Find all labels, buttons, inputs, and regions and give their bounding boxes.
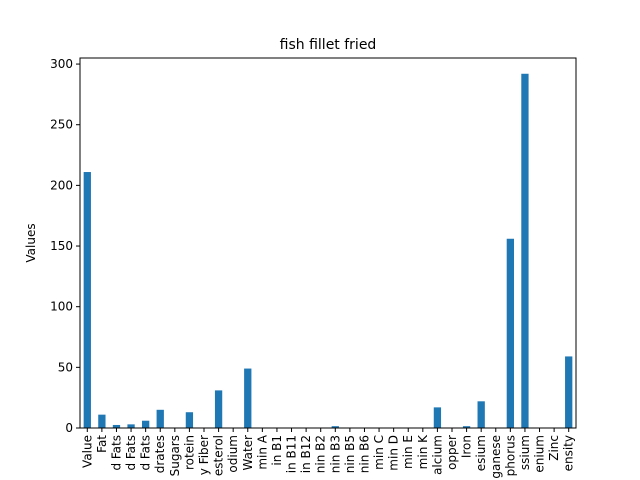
x-tick-label: esium [474,435,488,471]
x-tick-label: drates [153,435,167,473]
x-tick-label: d Fats [124,435,138,471]
bar [127,424,135,428]
bar [565,356,573,428]
bar [462,426,471,428]
y-tick-label: 150 [50,239,73,253]
x-tick-label: nin B2 [314,435,328,473]
plot-frame [79,57,577,429]
x-tick-label: nin B3 [328,435,342,473]
x-tick-label: Value [80,435,94,468]
bar [83,172,91,428]
y-tick-label: 50 [58,360,73,374]
bar [331,426,339,428]
x-tick-label: d Fats [109,435,123,471]
y-tick-label: 300 [50,57,73,71]
y-tick-label: 250 [50,118,73,132]
y-tick-label: 200 [50,178,73,192]
x-tick-label: ssium [518,435,532,470]
y-tick-label: 100 [50,300,73,314]
x-tick-label: Zinc [547,435,561,461]
x-tick-label: phorus [503,435,517,476]
x-tick-label: min K [416,434,430,469]
x-tick-label: y Fiber [197,435,211,475]
x-tick-label: nin B6 [357,435,371,473]
bar [433,407,442,428]
x-axis-ticks: Value Fat d Fats d Fats d Fats drates Sugars ro… [80,428,576,479]
bar [521,73,529,428]
bar [156,409,164,428]
x-tick-label: d Fats [139,435,153,471]
x-tick-label: Iron [460,435,474,458]
x-tick-label: ensity [562,435,576,471]
bar [214,390,223,428]
x-tick-label: min A [255,434,269,469]
x-tick-label: nin B5 [343,435,357,473]
y-axis-ticks: 0 50 100 150 200 250 300 [50,57,80,435]
x-tick-label: odium [226,435,240,473]
x-tick-label: ganese [489,435,503,479]
bars [83,73,573,428]
x-tick-label: rotein [182,435,196,470]
x-tick-label: esterol [212,435,226,476]
x-tick-label: Sugars [168,435,182,476]
bar [185,412,194,428]
x-tick-label: min E [401,435,415,469]
x-tick-label: in B11 [285,435,299,473]
chart-title: fish fillet fried [280,37,377,53]
bar [112,424,121,428]
bar [477,401,485,428]
y-tick-label: 0 [65,421,73,435]
x-tick-label: in B12 [299,435,313,473]
x-tick-label: in B1 [270,435,284,466]
x-tick-label: opper [445,435,459,470]
bar [244,368,252,428]
x-tick-label: alcium [430,435,444,475]
x-tick-label: Water [241,435,255,471]
x-tick-label: min D [387,435,401,471]
bar [142,420,150,428]
x-tick-label: Fat [95,435,109,453]
x-tick-label: min C [372,435,386,470]
bar [98,414,106,428]
bar [506,238,514,428]
y-axis-label: Values [24,223,38,262]
x-tick-label: enium [533,435,547,473]
